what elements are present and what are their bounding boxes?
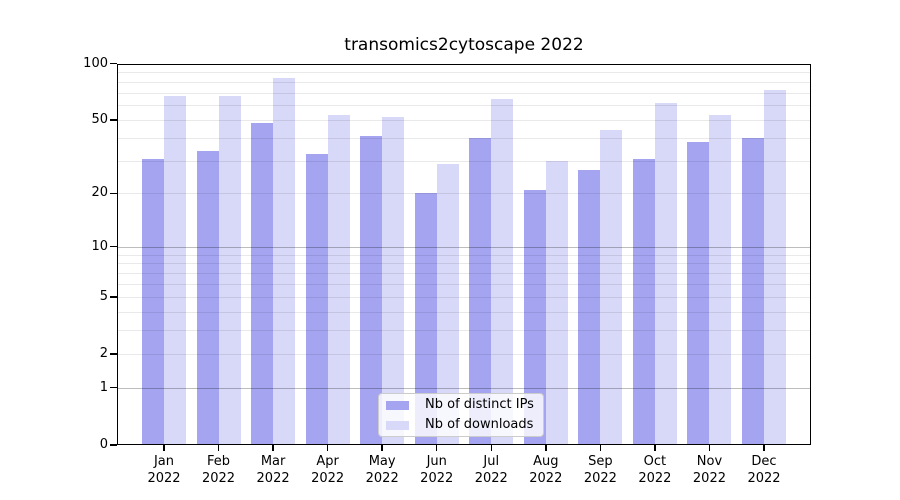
legend-item-downloads: Nb of downloads [379,416,543,434]
x-tick-label: Nov 2022 [692,454,726,486]
y-tick-mark [110,444,117,446]
bar-ips-nov [687,142,710,445]
bar-downloads-oct [654,102,677,445]
bar-downloads-jul [491,98,514,445]
x-tick-mark [599,445,602,451]
x-tick-mark [545,445,547,451]
bar-downloads-mar [273,77,296,445]
legend-label-distinct-ips: Nb of distinct IPs [425,397,534,412]
y-tick-mark [110,246,117,248]
y-tick-label: 10 [91,238,108,254]
x-tick-label: Apr 2022 [311,454,345,486]
x-tick-label: Feb 2022 [201,454,236,486]
x-tick-label: Oct 2022 [638,454,672,486]
y-tick-label: 5 [99,288,108,304]
y-tick-label: 1 [99,379,108,395]
x-tick-label: Jul 2022 [474,454,508,486]
y-tick-mark [110,192,117,195]
bar-downloads-sep [600,130,623,445]
y-tick-label: 100 [83,55,108,71]
chart-title: transomics2cytoscape 2022 [344,35,584,55]
bar-ips-feb [196,151,219,445]
minor-gridline [117,72,811,74]
x-tick-mark [217,445,220,451]
minor-gridline [117,92,811,94]
legend-swatch-downloads [386,420,409,430]
bar-downloads-jan [164,96,186,445]
y-tick-label: 2 [99,346,108,362]
legend-item-distinct-ips: Nb of distinct IPs [379,396,543,414]
minor-gridline [117,81,811,83]
plot-area [117,63,811,445]
x-tick-mark [326,445,329,451]
y-tick-label: 50 [91,111,108,127]
x-tick-label: May 2022 [365,454,399,486]
x-tick-label: Aug 2022 [529,454,563,486]
x-tick-mark [436,445,438,451]
x-tick-mark [654,445,656,451]
x-tick-mark [163,445,165,451]
x-tick-mark [763,445,765,451]
x-tick-mark [708,445,711,451]
y-tick-mark [110,62,117,65]
bar-downloads-aug [545,161,568,445]
bar-downloads-dec [764,90,786,445]
x-tick-mark [381,445,383,451]
y-tick-mark [110,353,117,355]
bar-ips-jul [469,138,492,445]
bar-ips-aug [523,189,546,445]
legend: Nb of distinct IPs Nb of downloads [378,393,544,437]
x-tick-label: Jun 2022 [420,454,454,486]
legend-label-downloads: Nb of downloads [425,417,534,432]
bar-ips-mar [251,123,274,445]
bar-ips-oct [632,158,655,445]
y-tick-label: 20 [91,185,108,201]
x-tick-mark [490,445,492,451]
bar-downloads-feb [218,96,241,445]
bar-downloads-apr [327,115,350,445]
bar-downloads-may [382,116,405,445]
x-tick-mark [272,445,274,451]
bar-ips-jun [414,193,437,445]
x-tick-label: Dec 2022 [747,454,781,486]
y-tick-label: 0 [99,437,108,452]
bar-ips-dec [742,138,764,445]
legend-swatch-distinct-ips [386,400,409,410]
y-tick-mark [110,296,117,298]
bar-ips-jan [142,158,164,445]
x-tick-label: Sep 2022 [583,454,617,486]
x-tick-label: Jan 2022 [147,454,181,486]
bar-ips-apr [305,153,328,445]
y-tick-mark [110,387,117,389]
y-tick-mark [110,119,117,121]
bar-downloads-jun [436,163,459,445]
bar-downloads-nov [709,115,732,445]
x-tick-label: Mar 2022 [256,454,290,486]
bar-ips-may [360,136,383,445]
bar-ips-sep [578,169,601,445]
